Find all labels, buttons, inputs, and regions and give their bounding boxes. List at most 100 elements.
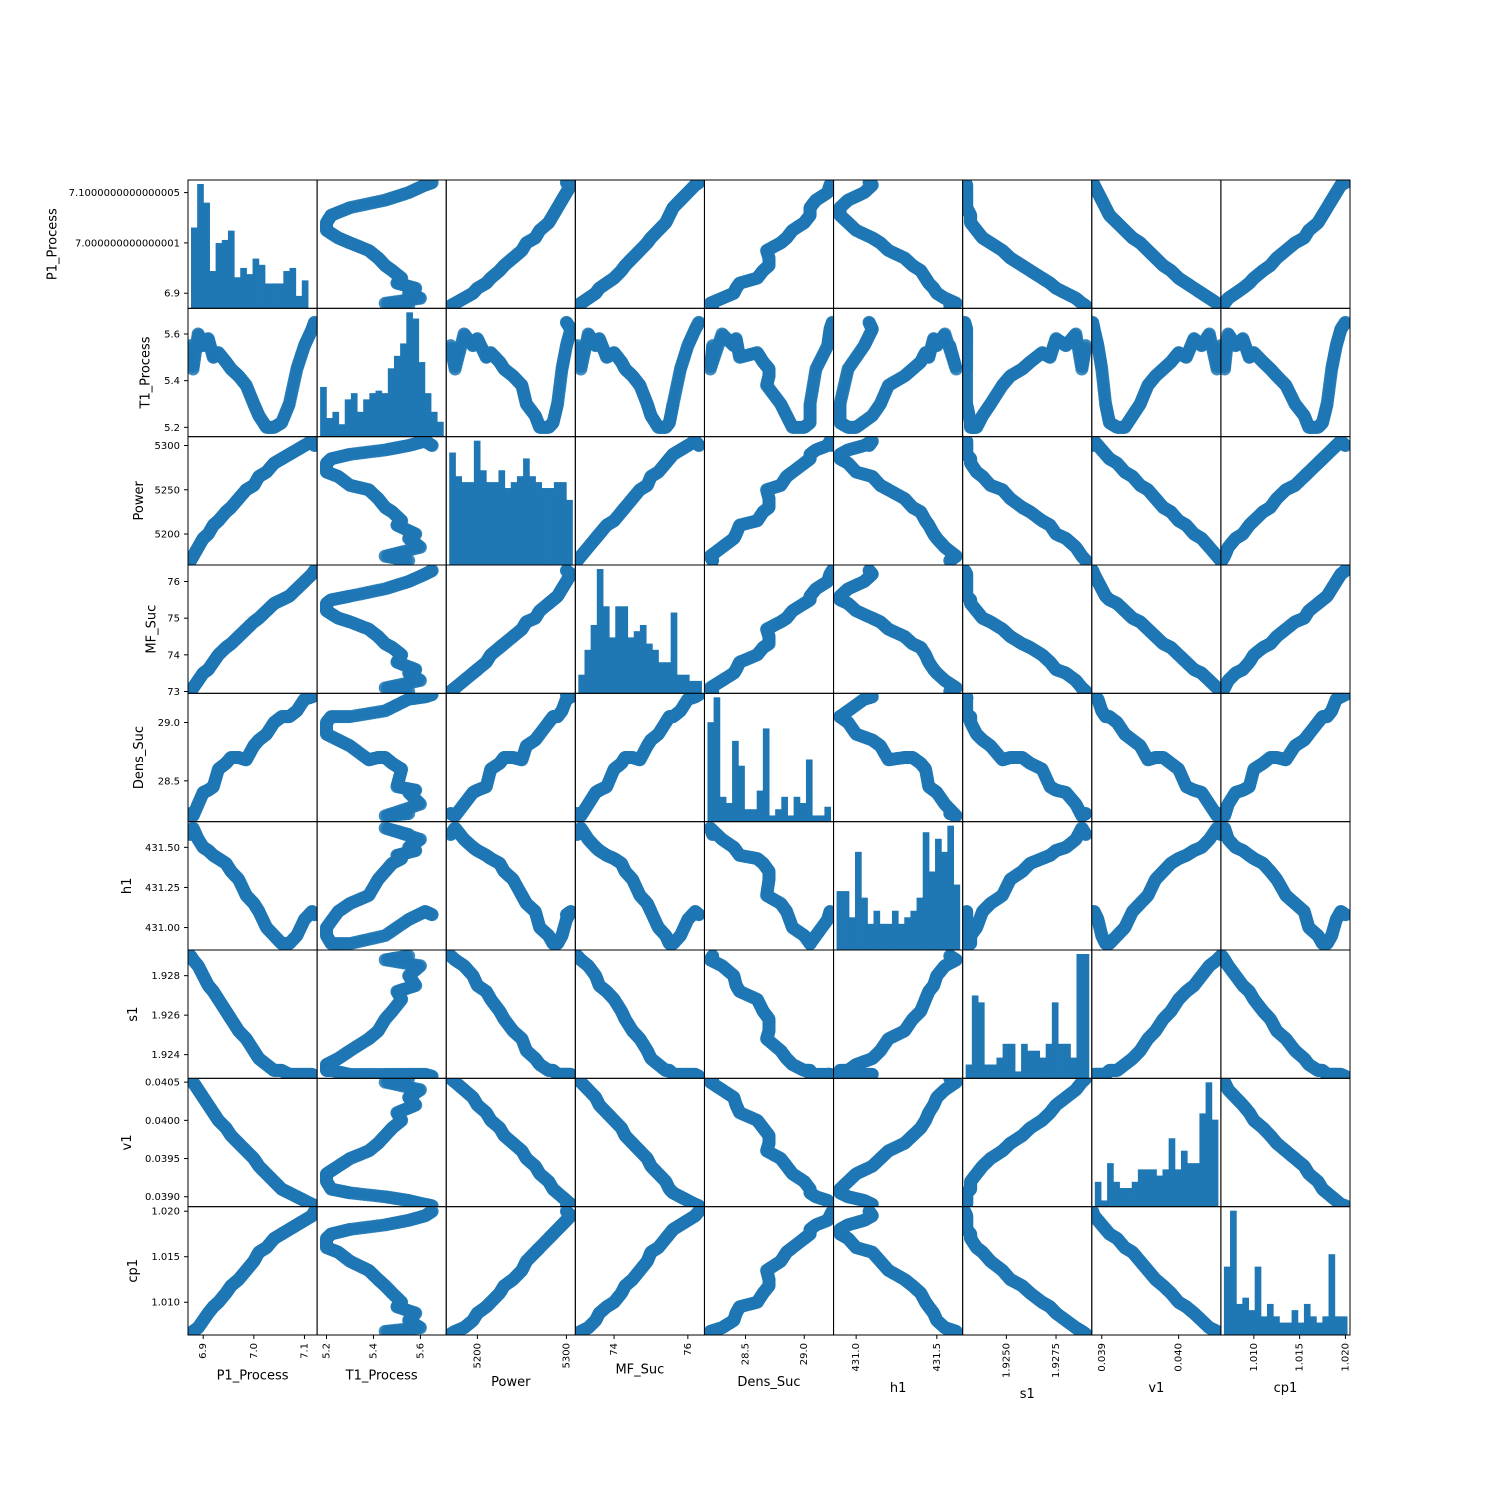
cell-marks	[962, 315, 1092, 434]
hist-bar	[498, 470, 506, 565]
cell-T1_Process-vs-cp1	[1220, 307, 1351, 438]
hist-bar	[369, 393, 377, 437]
hist-bar	[424, 393, 432, 437]
cell-P1_Process-vs-Power	[445, 179, 576, 309]
cell-marks	[575, 436, 705, 565]
hist-bar	[449, 452, 456, 565]
cell-marks	[575, 315, 705, 434]
cell-marks	[1220, 180, 1351, 309]
hist-bar	[547, 488, 555, 565]
hist-bar	[271, 283, 278, 309]
hist-bar	[283, 271, 290, 309]
hist-bar	[234, 277, 241, 309]
cell-Power-vs-Power	[445, 436, 576, 566]
cell-marks	[833, 180, 963, 309]
cell-Power-vs-s1	[962, 436, 1093, 566]
hist-bar	[480, 470, 487, 565]
cell-P1_Process-vs-h1	[833, 179, 964, 309]
hist-bar	[393, 355, 401, 437]
cell-marks	[833, 315, 963, 434]
cell-T1_Process-vs-Dens_Suc	[703, 307, 835, 438]
cell-P1_Process-vs-s1	[962, 179, 1093, 309]
hist-bar	[221, 239, 229, 309]
cell-marks	[320, 436, 439, 565]
cell-marks	[191, 184, 309, 309]
cell-Power-vs-Dens_Suc	[703, 436, 835, 566]
cell-marks	[449, 440, 573, 565]
cell-marks	[575, 180, 705, 309]
cell-marks	[704, 315, 834, 434]
scatter-point	[559, 180, 573, 190]
cell-T1_Process-vs-h1	[833, 307, 964, 438]
cell-marks	[188, 315, 318, 434]
hist-bar	[209, 271, 217, 309]
scatter-point	[559, 315, 573, 329]
hist-bar	[387, 368, 395, 437]
hist-bar	[560, 482, 567, 565]
cell-marks	[446, 180, 576, 309]
cell-marks	[188, 436, 318, 565]
scatter-point	[962, 180, 972, 190]
cell-marks	[704, 436, 834, 565]
hist-bar	[412, 318, 420, 437]
hist-bar	[418, 362, 426, 437]
cell-T1_Process-vs-v1	[1091, 307, 1222, 438]
hist-bar	[486, 482, 493, 565]
cell-P1_Process-vs-cp1	[1220, 179, 1351, 309]
cell-marks	[833, 436, 963, 565]
cell-marks	[320, 180, 439, 309]
scatter-point	[692, 180, 705, 190]
cell-P1_Process-vs-v1	[1091, 179, 1222, 309]
hist-bar	[553, 482, 561, 565]
hist-bar	[295, 295, 303, 309]
cell-Power-vs-h1	[833, 436, 964, 566]
hist-bar	[227, 230, 235, 309]
scatter-point	[1091, 315, 1100, 329]
hist-bar	[258, 264, 266, 309]
scatter-point	[825, 439, 834, 453]
hist-bar	[264, 283, 272, 309]
cell-MF_Suc-vs-P1_Process	[187, 564, 318, 694]
scatter-point	[425, 439, 439, 453]
cell-T1_Process-vs-MF_Suc	[574, 307, 705, 438]
cell-T1_Process-vs-P1_Process	[187, 307, 318, 438]
cell-Power-vs-P1_Process	[187, 436, 318, 566]
hist-bar	[437, 421, 444, 437]
hist-bar	[252, 258, 260, 309]
cell-marks	[962, 180, 1092, 309]
scatter-point	[692, 315, 705, 329]
cell-marks	[1220, 436, 1351, 565]
cell-marks	[962, 436, 1092, 565]
scatter-point	[825, 315, 834, 329]
hist-bar	[510, 482, 518, 565]
hist-bar	[350, 393, 358, 437]
scatter-point	[1338, 439, 1351, 453]
hist-bar	[467, 482, 475, 565]
scatter-point	[425, 180, 439, 190]
scatter-point	[862, 180, 876, 190]
hist-bar	[277, 283, 284, 309]
hist-bar	[516, 476, 524, 565]
cell-Power-vs-MF_Suc	[574, 436, 705, 566]
cell-Power-vs-T1_Process	[316, 436, 447, 566]
hist-bar	[344, 399, 352, 437]
hist-bar	[357, 411, 364, 437]
cell-P1_Process-vs-Dens_Suc	[703, 179, 835, 309]
scatter-point	[1338, 315, 1351, 329]
scatter-point	[862, 315, 876, 329]
hist-bar	[338, 424, 346, 437]
cell-Power-vs-cp1	[1220, 436, 1351, 566]
scatter-point	[308, 439, 318, 453]
scatter-point	[308, 315, 318, 329]
hist-bar	[326, 418, 333, 437]
hist-bar	[363, 399, 370, 437]
cell-marks	[320, 312, 444, 437]
scatter-point	[1338, 180, 1351, 190]
cell-T1_Process-vs-T1_Process	[316, 307, 447, 438]
cell-marks	[188, 565, 318, 694]
hist-bar	[535, 482, 543, 565]
scatter-point	[1091, 439, 1100, 453]
hist-bar	[566, 499, 573, 565]
cell-Power-vs-v1	[1091, 436, 1222, 566]
